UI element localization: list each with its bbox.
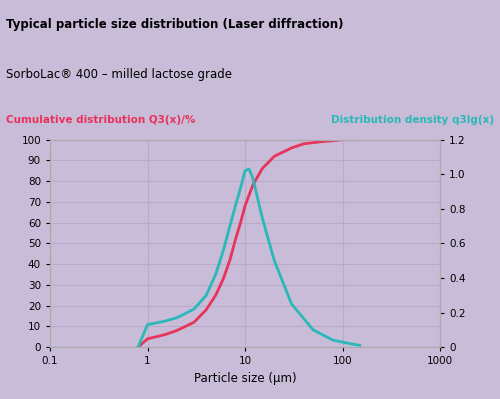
Text: Cumulative distribution Q3(x)/%: Cumulative distribution Q3(x)/% — [6, 115, 196, 125]
Text: Distribution density q3lg(x): Distribution density q3lg(x) — [331, 115, 494, 125]
X-axis label: Particle size (µm): Particle size (µm) — [194, 372, 296, 385]
Text: SorboLac® 400 – milled lactose grade: SorboLac® 400 – milled lactose grade — [6, 68, 232, 81]
Text: Typical particle size distribution (Laser diffraction): Typical particle size distribution (Lase… — [6, 18, 344, 32]
